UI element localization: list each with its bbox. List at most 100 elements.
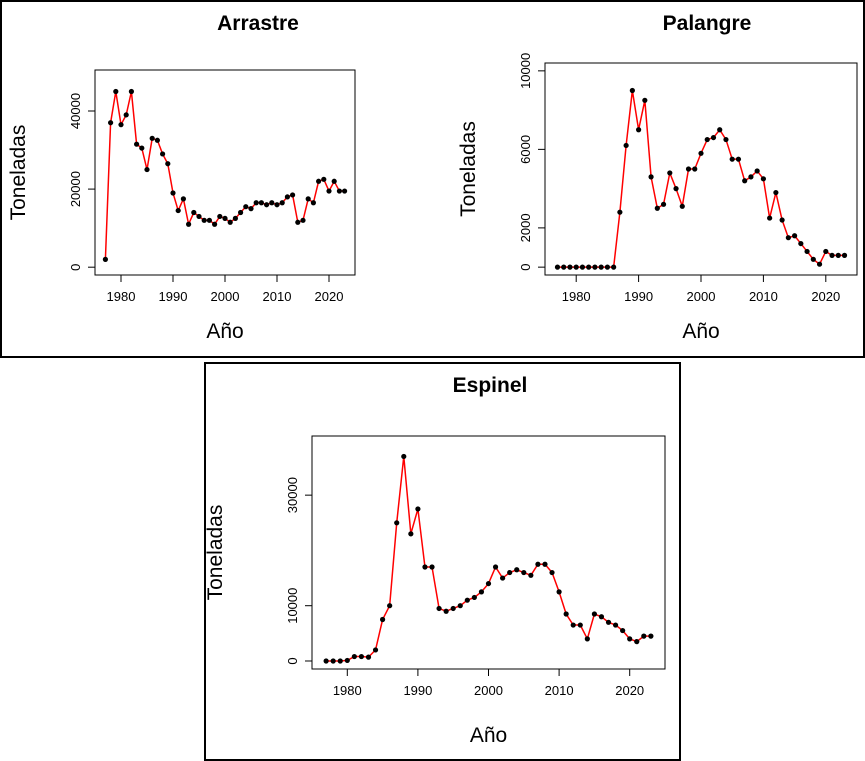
data-point [723, 136, 729, 143]
data-point [611, 264, 617, 270]
data-point [123, 112, 129, 118]
data-point [604, 264, 611, 270]
data-point [258, 200, 264, 206]
bottom-frame [204, 362, 681, 761]
data-point [191, 209, 197, 216]
data-point [295, 219, 301, 225]
data-point [170, 190, 176, 196]
data-point [679, 203, 685, 209]
y-tick-label: 10000 [285, 588, 300, 624]
data-point [735, 156, 742, 162]
data-point [612, 622, 619, 628]
data-point [180, 196, 186, 202]
y-tick-label: 2000 [518, 213, 533, 242]
data-point [773, 189, 779, 196]
x-tick-label: 2020 [315, 289, 344, 304]
data-point [471, 594, 477, 601]
data-point [654, 205, 660, 211]
data-point [284, 194, 290, 200]
y-axis-label: Toneladas [7, 125, 30, 221]
data-point [108, 120, 114, 126]
x-tick-label: 1990 [403, 683, 432, 698]
data-point [717, 127, 723, 133]
data-point [274, 202, 280, 208]
data-point [570, 622, 576, 628]
data-point [401, 453, 407, 460]
data-point [279, 200, 285, 206]
data-point [648, 633, 654, 639]
plot-box [94, 69, 356, 276]
data-point [792, 233, 798, 239]
data-point [337, 658, 343, 664]
x-axis-label: Año [206, 320, 243, 343]
data-point [829, 252, 835, 258]
data-point [591, 611, 598, 617]
data-point [394, 520, 400, 526]
x-tick-label: 2010 [545, 683, 574, 698]
y-axis-label: Toneladas [457, 121, 480, 217]
data-point [563, 611, 569, 617]
data-point [804, 248, 810, 255]
data-point [331, 178, 337, 184]
data-point [238, 209, 244, 216]
data-point [387, 603, 393, 609]
data-point [623, 142, 629, 149]
data-point [232, 215, 238, 221]
x-tick-label: 1990 [624, 289, 653, 304]
data-point [253, 200, 259, 206]
data-point [754, 168, 760, 174]
data-point [415, 506, 421, 512]
y-tick-label: 0 [518, 264, 533, 271]
data-point [102, 256, 108, 262]
data-point [342, 188, 348, 194]
data-point [336, 188, 342, 194]
data-point [310, 200, 316, 206]
data-point [841, 252, 848, 258]
data-point [457, 603, 463, 609]
series-line [557, 90, 845, 268]
x-tick-label: 2000 [211, 289, 240, 304]
data-point [554, 264, 561, 270]
data-point [492, 564, 499, 570]
data-point [436, 605, 442, 612]
data-point [154, 137, 160, 143]
data-point [779, 217, 785, 223]
x-tick-label: 1980 [107, 289, 136, 304]
data-point [742, 178, 748, 184]
y-tick-label: 30000 [285, 477, 300, 513]
data-point [316, 178, 322, 184]
x-tick-label: 2020 [615, 683, 644, 698]
data-point [748, 174, 754, 180]
data-point [586, 264, 592, 270]
data-point [196, 213, 202, 220]
data-point [556, 589, 562, 595]
x-tick-label: 1980 [562, 289, 591, 304]
data-point [698, 150, 704, 156]
data-point [542, 561, 548, 567]
data-point [617, 209, 623, 215]
data-point [579, 264, 586, 270]
data-point [592, 264, 598, 270]
data-point [222, 215, 228, 221]
data-point [485, 580, 492, 587]
data-point [478, 589, 485, 595]
data-point [429, 564, 435, 570]
data-point [507, 569, 513, 576]
x-tick-label: 2010 [263, 289, 292, 304]
data-point [835, 252, 841, 258]
data-point [351, 653, 357, 660]
data-point [300, 217, 306, 223]
data-point [443, 608, 449, 614]
data-point [692, 166, 698, 172]
y-tick-label: 0 [68, 264, 83, 271]
y-tick-label: 6000 [518, 135, 533, 164]
data-point [243, 204, 249, 210]
chart-title: Palangre [663, 12, 752, 35]
data-point [248, 206, 254, 212]
plot-box [544, 62, 858, 276]
data-point [206, 217, 212, 223]
data-point [729, 156, 735, 162]
data-point [627, 636, 633, 642]
data-point [344, 657, 350, 664]
